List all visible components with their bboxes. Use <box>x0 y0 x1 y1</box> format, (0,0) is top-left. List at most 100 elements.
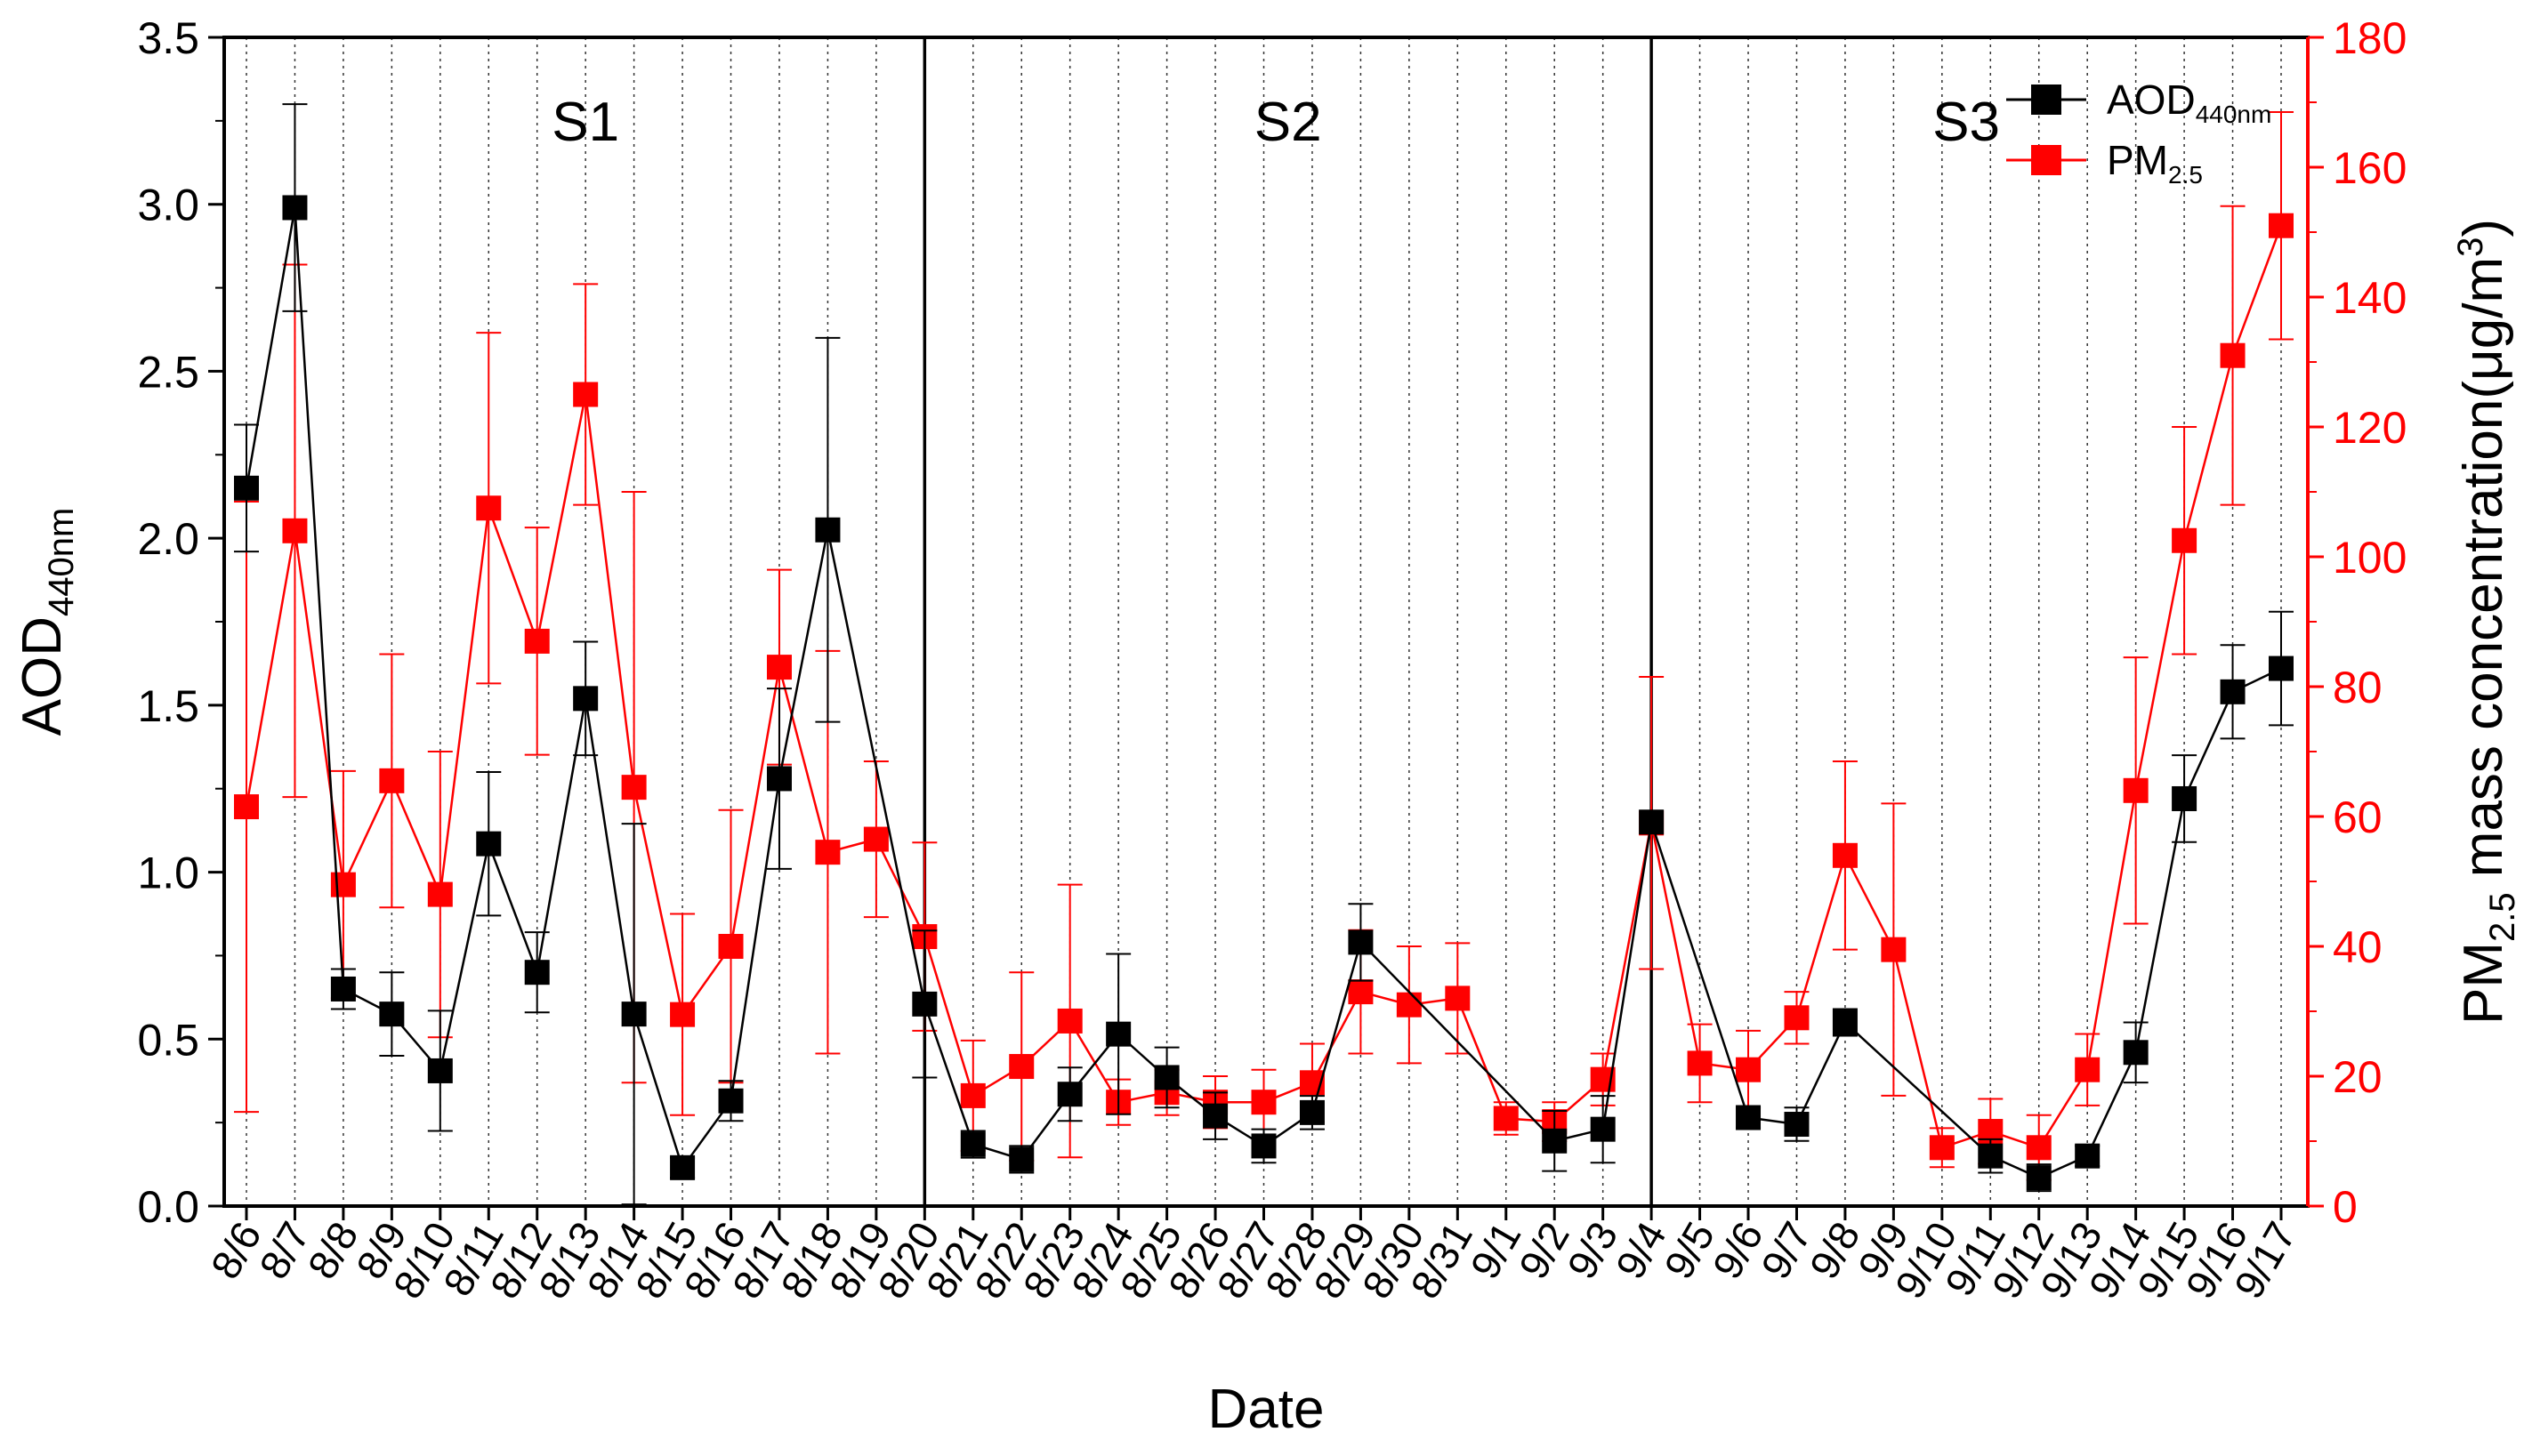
x-axis: 8/68/78/88/98/108/118/128/138/148/158/16… <box>202 1206 2305 1307</box>
data-point <box>1590 1116 1616 1142</box>
left-axis-tick-label: 3.0 <box>137 181 199 230</box>
data-point <box>2172 527 2197 553</box>
data-point <box>2269 656 2294 681</box>
left-axis-tick-label: 2.0 <box>137 514 199 564</box>
data-point <box>2269 213 2294 238</box>
data-point <box>1784 1112 1810 1138</box>
legend-marker-pm25 <box>2031 145 2061 175</box>
right-axis-tick-label: 140 <box>2333 273 2407 323</box>
left-axis-label-sub: 440nm <box>42 508 81 616</box>
data-point <box>912 991 938 1017</box>
data-point <box>379 1002 405 1027</box>
data-point <box>476 495 502 521</box>
right-axis-label-sup: 3 <box>2451 237 2490 257</box>
data-point <box>282 518 308 543</box>
left-axis-tick-label: 3.5 <box>137 13 199 63</box>
data-point <box>2026 1135 2052 1161</box>
left-axis-tick-label: 2.5 <box>137 347 199 397</box>
data-point <box>863 826 889 852</box>
data-point <box>2172 785 2197 811</box>
data-point <box>815 517 841 543</box>
data-point <box>1929 1135 1955 1161</box>
left-axis-tick-label: 0.0 <box>137 1182 199 1232</box>
data-point <box>815 840 841 865</box>
data-point <box>1736 1057 1762 1082</box>
data-point <box>1299 1099 1325 1125</box>
legend-label-aod-main: AOD <box>2107 76 2196 123</box>
right-axis: 0 20 40 60 80 100 120 140 160 180 <box>2306 13 2407 1232</box>
period-label-S2: S2 <box>1254 92 1322 153</box>
data-point <box>1203 1103 1229 1129</box>
data-point <box>330 872 356 897</box>
data-point <box>2123 1040 2149 1066</box>
data-point <box>1057 1082 1083 1107</box>
data-point <box>1251 1133 1277 1159</box>
data-point <box>621 1002 647 1027</box>
data-point <box>427 881 453 907</box>
right-axis-tick-label: 20 <box>2333 1052 2383 1102</box>
data-point <box>2026 1165 2052 1191</box>
right-axis-tick-label: 120 <box>2333 403 2407 453</box>
data-point <box>1832 1010 1858 1035</box>
right-axis-label-rest: mass concentration(μg/m <box>2453 257 2514 893</box>
data-point <box>621 775 647 800</box>
data-point <box>330 976 356 1002</box>
data-point <box>1736 1105 1762 1130</box>
right-axis-tick-label: 100 <box>2333 533 2407 583</box>
data-point <box>670 1002 696 1027</box>
data-point <box>1832 842 1858 868</box>
data-point <box>1784 1005 1810 1031</box>
legend-label-aod-sub: 440nm <box>2196 101 2272 128</box>
right-axis-tick-label: 0 <box>2333 1182 2358 1232</box>
left-axis-label: AOD440nm <box>12 508 81 736</box>
data-point <box>960 1131 986 1157</box>
left-axis: 0.0 0.5 1.0 1.5 2.0 2.5 3.0 3.5 <box>137 13 224 1232</box>
data-point <box>1348 979 1374 1005</box>
right-axis-tick-label: 160 <box>2333 143 2407 193</box>
vertical-gridlines <box>246 37 2282 1206</box>
data-point <box>718 1088 744 1114</box>
data-point <box>1057 1008 1083 1034</box>
data-point <box>1493 1106 1519 1131</box>
right-axis-label: PM2.5 mass concentration(μg/m3) <box>2451 219 2522 1025</box>
series-aod440nm <box>234 103 2294 1206</box>
data-point <box>2220 342 2246 368</box>
data-point <box>2220 679 2246 704</box>
data-point <box>1396 992 1422 1018</box>
data-point <box>573 382 599 407</box>
left-axis-tick-label: 1.0 <box>137 849 199 898</box>
data-point <box>524 960 550 985</box>
right-axis-tick-label: 40 <box>2333 922 2383 972</box>
data-point <box>1009 1054 1035 1080</box>
data-point <box>1542 1128 1568 1154</box>
data-point <box>2075 1143 2101 1169</box>
data-point <box>1687 1050 1713 1076</box>
data-point <box>379 768 405 793</box>
data-point <box>427 1058 453 1083</box>
right-axis-tick-label: 60 <box>2333 792 2383 842</box>
data-point <box>718 934 744 959</box>
data-point <box>234 475 259 501</box>
data-point <box>1348 929 1374 955</box>
svg-text:PM2.5: PM2.5 <box>2107 137 2203 189</box>
series <box>234 103 2294 1206</box>
data-point <box>282 195 308 221</box>
data-point <box>1445 985 1471 1011</box>
data-point <box>766 766 792 792</box>
period-label-S3: S3 <box>1932 92 2000 153</box>
data-point <box>573 686 599 712</box>
legend: AOD440nm PM2.5 <box>2006 76 2271 189</box>
data-point <box>766 655 792 680</box>
data-point <box>476 831 502 857</box>
legend-label-pm25-main: PM <box>2107 137 2168 183</box>
period-label-S1: S1 <box>552 92 619 153</box>
data-point <box>1154 1065 1180 1090</box>
data-point <box>234 794 259 820</box>
right-axis-label-main: PM <box>2453 942 2514 1025</box>
data-point <box>1106 1021 1132 1047</box>
legend-label-pm25-sub: 2.5 <box>2168 161 2203 189</box>
right-axis-label-sub: 2.5 <box>2483 892 2522 942</box>
period-dividers: S1 S2 S3 <box>552 37 2000 1206</box>
legend-item-pm25: PM2.5 <box>2006 137 2203 189</box>
